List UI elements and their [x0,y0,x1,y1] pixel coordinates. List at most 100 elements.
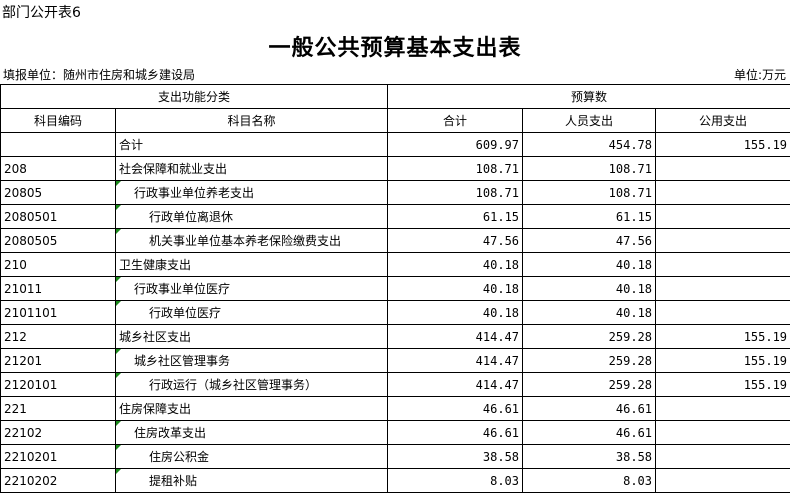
cell-personnel[interactable]: 259.28 [522,324,657,349]
cell-total-text: 108.71 [475,161,520,176]
cell-public[interactable] [655,444,790,469]
table-row: 212 城乡社区支出 414.47 259.28 155.19 [0,324,790,349]
cell-name[interactable]: 机关事业单位基本养老保险缴费支出 [114,228,389,253]
table-row: 208 社会保障和就业支出 108.71 108.71 [0,156,790,181]
cell-total[interactable]: 609.97 [387,132,524,157]
cell-public[interactable] [655,228,790,253]
table-row: 2120101 行政运行（城乡社区管理事务） 414.47 259.28 155.19 [0,372,790,397]
cell-name[interactable]: 提租补贴 [114,468,389,493]
cell-total[interactable]: 8.03 [387,468,524,493]
cell-name[interactable]: 城乡社区支出 [114,324,389,349]
cell-public[interactable] [655,156,790,181]
cell-name-text: 住房公积金 [149,450,210,464]
cell-personnel-text: 40.18 [615,281,653,296]
cell-public[interactable]: 155.19 [655,372,790,397]
cell-personnel[interactable]: 8.03 [522,468,657,493]
cell-code[interactable]: 2210201 [0,444,116,469]
cell-public[interactable] [655,396,790,421]
cell-total-text: 414.47 [475,329,520,344]
cell-personnel[interactable]: 108.71 [522,180,657,205]
cell-name[interactable]: 行政事业单位医疗 [114,276,389,301]
cell-name[interactable]: 行政事业单位养老支出 [114,180,389,205]
header-personnel: 人员支出 [522,108,657,133]
cell-public[interactable]: 155.19 [655,348,790,373]
cell-personnel[interactable]: 40.18 [522,300,657,325]
cell-code[interactable]: 221 [0,396,116,421]
cell-public[interactable] [655,204,790,229]
cell-personnel[interactable]: 454.78 [522,132,657,157]
cell-public[interactable] [655,468,790,493]
cell-total[interactable]: 38.58 [387,444,524,469]
cell-total[interactable]: 40.18 [387,300,524,325]
cell-name[interactable]: 住房改革支出 [114,420,389,445]
cell-public-text: 155.19 [743,137,788,152]
cell-personnel[interactable]: 108.71 [522,156,657,181]
cell-name[interactable]: 行政运行（城乡社区管理事务） [114,372,389,397]
cell-code[interactable]: 212 [0,324,116,349]
cell-personnel[interactable]: 259.28 [522,348,657,373]
table-row: 21011 行政事业单位医疗 40.18 40.18 [0,276,790,301]
error-indicator-icon [116,421,121,426]
cell-code[interactable]: 21011 [0,276,116,301]
cell-personnel[interactable]: 47.56 [522,228,657,253]
cell-personnel[interactable]: 38.58 [522,444,657,469]
cell-personnel[interactable]: 40.18 [522,252,657,277]
cell-public[interactable] [655,180,790,205]
cell-name[interactable]: 社会保障和就业支出 [114,156,389,181]
cell-code[interactable]: 2120101 [0,372,116,397]
cell-personnel-text: 40.18 [615,305,653,320]
cell-name[interactable]: 合计 [114,132,389,157]
cell-total[interactable]: 40.18 [387,276,524,301]
table-row: 22102 住房改革支出 46.61 46.61 [0,420,790,445]
cell-total[interactable]: 61.15 [387,204,524,229]
cell-name[interactable]: 城乡社区管理事务 [114,348,389,373]
cell-total[interactable]: 46.61 [387,420,524,445]
cell-personnel-text: 108.71 [608,161,653,176]
header-budget: 预算数 [387,84,790,109]
cell-total[interactable]: 47.56 [387,228,524,253]
cell-total[interactable]: 108.71 [387,180,524,205]
cell-name[interactable]: 卫生健康支出 [114,252,389,277]
cell-total-text: 47.56 [482,233,520,248]
table-row: 2080505 机关事业单位基本养老保险缴费支出 47.56 47.56 [0,228,790,253]
cell-code[interactable]: 20805 [0,180,116,205]
cell-code-text: 2210202 [4,473,58,488]
cell-total[interactable]: 40.18 [387,252,524,277]
cell-public[interactable] [655,300,790,325]
cell-code[interactable]: 2101101 [0,300,116,325]
cell-total[interactable]: 414.47 [387,348,524,373]
cell-total[interactable]: 414.47 [387,372,524,397]
cell-code[interactable]: 2080501 [0,204,116,229]
cell-personnel[interactable]: 40.18 [522,276,657,301]
cell-code[interactable]: 210 [0,252,116,277]
cell-code-text: 2080505 [4,233,58,248]
cell-total[interactable]: 414.47 [387,324,524,349]
cell-personnel[interactable]: 61.15 [522,204,657,229]
cell-personnel[interactable]: 46.61 [522,420,657,445]
cell-name[interactable]: 行政单位离退休 [114,204,389,229]
cell-name[interactable]: 住房公积金 [114,444,389,469]
cell-total-text: 40.18 [482,281,520,296]
cell-name[interactable]: 行政单位医疗 [114,300,389,325]
cell-name-text: 行政单位离退休 [149,210,234,224]
cell-public[interactable] [655,420,790,445]
cell-public[interactable] [655,252,790,277]
cell-public[interactable]: 155.19 [655,132,790,157]
cell-personnel[interactable]: 46.61 [522,396,657,421]
cell-personnel-text: 8.03 [623,473,653,488]
budget-table: 支出功能分类 预算数 科目编码 科目名称 合计 人员支出 公用支出 合计 609.… [0,84,790,493]
cell-total[interactable]: 108.71 [387,156,524,181]
currency-unit: 单位:万元 [733,68,786,82]
cell-code[interactable]: 208 [0,156,116,181]
cell-code[interactable]: 2210202 [0,468,116,493]
cell-public[interactable] [655,276,790,301]
cell-code[interactable] [0,132,116,157]
cell-name[interactable]: 住房保障支出 [114,396,389,421]
cell-personnel[interactable]: 259.28 [522,372,657,397]
cell-code[interactable]: 2080505 [0,228,116,253]
cell-public[interactable]: 155.19 [655,324,790,349]
cell-name-text: 社会保障和就业支出 [119,162,228,176]
cell-code[interactable]: 22102 [0,420,116,445]
cell-code[interactable]: 21201 [0,348,116,373]
cell-total[interactable]: 46.61 [387,396,524,421]
